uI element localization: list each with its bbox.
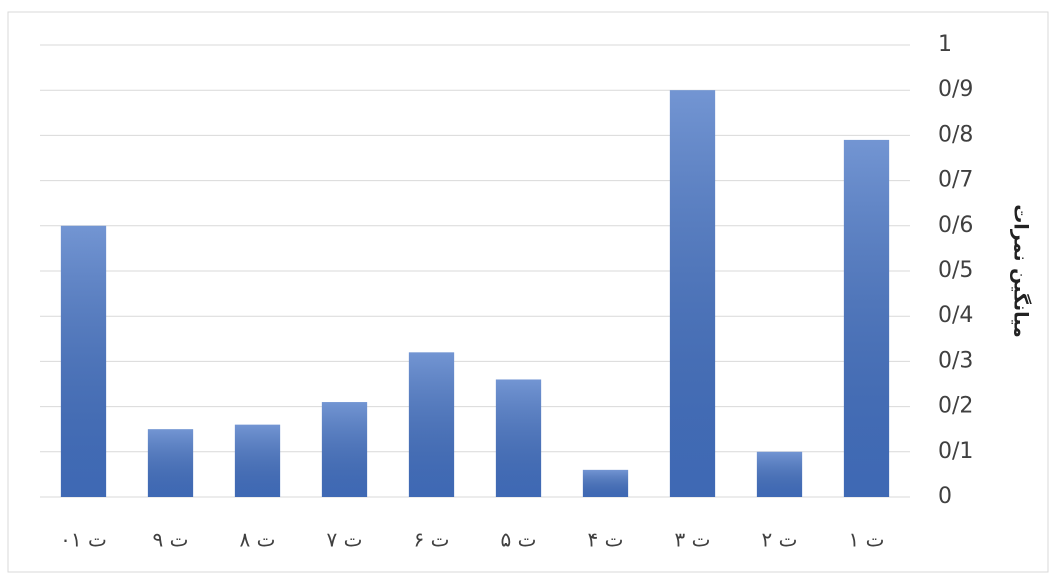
bar [843,139,890,498]
bar [669,90,716,497]
x-tick-label: ت ۹ [153,528,189,552]
bar [756,451,803,497]
x-tick-label: ت ۱ [849,528,885,552]
x-tick-label: ت ۷ [327,528,363,552]
bar [408,352,455,497]
y-tick-label: 0/1 [938,439,973,464]
y-tick-label: 0/3 [938,348,973,373]
x-tick-label: ت ۱۰ [60,528,107,552]
x-tick-label: ت ۸ [240,528,276,552]
y-tick-label: 0/5 [938,258,973,283]
y-tick-label: 0/6 [938,213,973,238]
bar [321,402,368,497]
y-tick-label: 0/2 [938,394,973,419]
y-tick-label: 0/9 [938,77,973,102]
y-tick-label: 1 [938,32,952,57]
x-tick-label: ت ۲ [762,528,798,552]
chart-frame [7,11,1049,573]
x-tick-label: ت ۳ [675,528,711,552]
bar [495,379,542,497]
bar [234,424,281,497]
y-tick-label: 0 [938,484,952,509]
y-tick-label: 0/8 [938,122,973,147]
y-axis-title: میانگین نمرات [1010,204,1033,338]
plot-area: 0 0/1 0/2 0/3 0/4 0/5 0/6 0/7 0/8 0/9 1 ت ۱ ت ۲ ت ۳ ت … [40,32,973,552]
x-tick-label: ت ۶ [414,528,450,552]
bar [60,225,107,498]
y-tick-label: 0/7 [938,168,973,193]
x-tick-label: ت ۴ [588,528,624,552]
y-tick-label: 0/4 [938,303,973,328]
bar [582,469,629,497]
bar [147,429,194,497]
x-tick-label: ت ۵ [501,528,537,552]
